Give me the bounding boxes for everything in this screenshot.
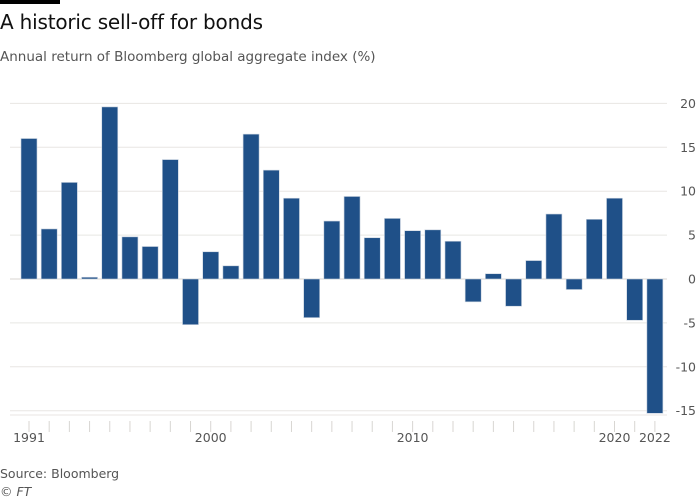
- x-tick-label: 2022: [639, 430, 671, 445]
- x-tick-label: 2000: [195, 430, 227, 445]
- y-tick-label: 20: [680, 96, 696, 111]
- x-tick-label: 1991: [13, 430, 45, 445]
- bar-2000: [202, 251, 220, 280]
- bar-2005: [303, 278, 320, 318]
- chart-subtitle: Annual return of Bloomberg global aggreg…: [0, 49, 376, 65]
- y-tick-label: 10: [680, 184, 696, 199]
- x-axis: 1991 2000 2010 2020 2022: [10, 414, 671, 445]
- chart-title: A historic sell-off for bonds: [0, 10, 263, 34]
- bar-1993: [61, 182, 78, 280]
- y-tick-label: 0: [688, 272, 696, 287]
- bar-1998: [162, 159, 179, 280]
- bar-2019: [586, 218, 603, 280]
- bar-2017: [545, 213, 563, 280]
- brand-top-bar: [0, 0, 60, 4]
- y-tick-label: -10: [676, 359, 696, 374]
- bar-2014: [485, 273, 502, 280]
- bar-1999: [182, 278, 199, 325]
- bar-2009: [384, 218, 401, 280]
- y-tick-label: -15: [676, 403, 696, 418]
- bar-2004: [283, 197, 300, 280]
- bar-2007: [343, 196, 361, 280]
- source-note: Source: Bloomberg: [0, 466, 120, 481]
- y-tick-label: -5: [684, 315, 696, 330]
- bar-2011: [424, 229, 442, 280]
- bar-2008: [363, 237, 381, 280]
- bar-2001: [222, 265, 240, 280]
- bar-1996: [121, 236, 139, 280]
- bar-1991: [20, 138, 38, 280]
- bar-2020: [606, 197, 623, 280]
- bar-2013: [464, 278, 482, 303]
- copyright-credit: © FT: [0, 484, 32, 499]
- y-tick-label: 5: [688, 228, 696, 243]
- y-axis: 20 15 10 5 0 -5 -10 -15: [676, 96, 696, 418]
- bar-1997: [141, 246, 159, 280]
- bar-2002: [242, 133, 260, 280]
- bars: [20, 106, 664, 414]
- bar-2016: [525, 260, 543, 280]
- bar-2021: [626, 278, 644, 321]
- y-tick-label: 15: [680, 140, 696, 155]
- x-tick-label: 2010: [397, 430, 429, 445]
- bar-2003: [262, 169, 280, 280]
- x-tick-label: 2020: [599, 430, 631, 445]
- bar-2012: [444, 240, 462, 280]
- bar-2006: [323, 220, 341, 280]
- bar-1992: [40, 228, 58, 280]
- bar-1995: [101, 106, 119, 280]
- bar-2018: [565, 278, 583, 290]
- bar-1994: [81, 276, 98, 280]
- bar-2022: [646, 278, 664, 414]
- bar-chart: 1991 2000 2010 2020 2022 20 15 10 5 0 -5 -10 -15: [10, 96, 696, 445]
- bar-2015: [505, 278, 522, 307]
- bar-2010: [404, 230, 421, 280]
